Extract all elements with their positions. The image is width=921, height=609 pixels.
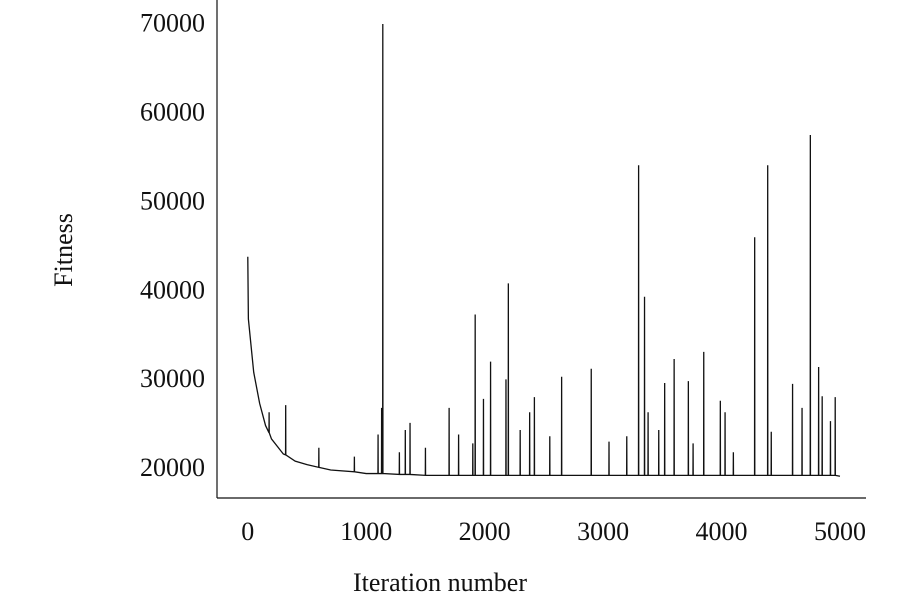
y-tick-label: 60000 <box>140 98 205 127</box>
x-tick-label: 3000 <box>577 517 629 546</box>
x-tick-label: 0 <box>241 517 254 546</box>
x-axis-label: Iteration number <box>353 568 527 597</box>
y-tick-label: 70000 <box>140 9 205 38</box>
data-line <box>247 23 841 477</box>
y-tick-label: 20000 <box>140 453 205 482</box>
y-tick-label: 40000 <box>140 275 205 304</box>
x-tick-label: 2000 <box>459 517 511 546</box>
y-axis-label: Fitness <box>49 213 78 287</box>
x-tick-label: 4000 <box>696 517 748 546</box>
y-tick-label: 30000 <box>140 364 205 393</box>
x-tick-label: 5000 <box>814 517 866 546</box>
y-tick-label: 50000 <box>140 186 205 215</box>
x-tick-label: 1000 <box>340 517 392 546</box>
